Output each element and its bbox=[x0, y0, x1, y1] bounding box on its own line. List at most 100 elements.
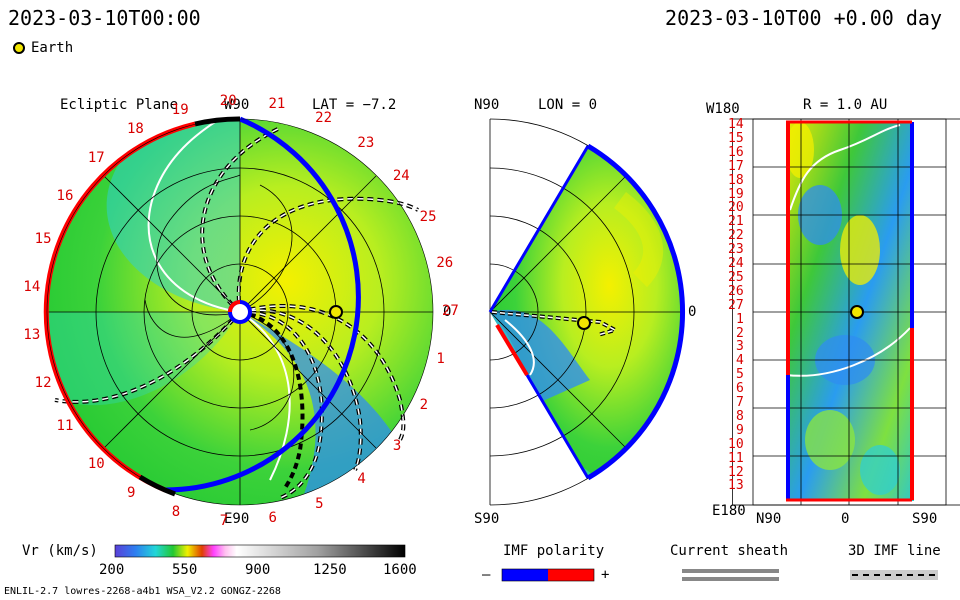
imf-pos-swatch bbox=[548, 569, 594, 581]
earth-view-row-12: 12 bbox=[728, 464, 744, 480]
imf3d-swatch bbox=[850, 570, 938, 580]
ecliptic-longitude-3: 3 bbox=[392, 437, 402, 454]
earth-view-row-16: 16 bbox=[728, 144, 744, 160]
earth-view-row-5: 5 bbox=[736, 367, 744, 383]
meridional-lon-label: LON = 0 bbox=[538, 97, 598, 113]
earth-view-row-10: 10 bbox=[728, 436, 744, 452]
ecliptic-longitude-16: 16 bbox=[56, 187, 74, 204]
colorbar-tick-3: 1250 bbox=[313, 562, 347, 578]
colorbar-tick-0: 200 bbox=[99, 562, 125, 578]
earth-view-row-19: 19 bbox=[728, 186, 744, 202]
ecliptic-longitude-11: 11 bbox=[56, 418, 74, 435]
earth-view-row-3: 3 bbox=[736, 339, 744, 355]
earth-view-panel bbox=[732, 118, 960, 506]
meridional-bottom-label: S90 bbox=[474, 511, 500, 527]
imf3d-label: 3D IMF line bbox=[848, 543, 941, 559]
current-sheath-swatch bbox=[682, 569, 779, 581]
earth-view-row-20: 20 bbox=[728, 200, 744, 216]
earth-view-x-left: N90 bbox=[756, 511, 782, 527]
ecliptic-longitude-26: 26 bbox=[436, 254, 454, 271]
earth-marker-meridional bbox=[577, 316, 591, 330]
polarity-ring-neg bbox=[164, 116, 361, 493]
colorbar-tick-4: 1600 bbox=[383, 562, 417, 578]
ecliptic-longitude-13: 13 bbox=[23, 327, 41, 344]
earth-view-row-27: 27 bbox=[728, 297, 744, 313]
earth-view-row-21: 21 bbox=[728, 214, 744, 230]
current-sheath-label: Current sheath bbox=[670, 543, 789, 559]
ecliptic-longitude-20: 20 bbox=[219, 93, 237, 110]
earth-view-row-26: 26 bbox=[728, 283, 744, 299]
model-footer: ENLIL-2.7 lowres-2268-a4b1 WSA_V2.2 GONG… bbox=[4, 586, 281, 597]
imf-neg-swatch bbox=[502, 569, 548, 581]
meridional-right-label: 0 bbox=[688, 304, 697, 320]
meridional-panel bbox=[488, 118, 685, 506]
earth-view-row-7: 7 bbox=[736, 395, 744, 410]
ecliptic-longitude-6: 6 bbox=[268, 509, 277, 526]
earth-view-top-left: W180 bbox=[706, 101, 740, 117]
ecliptic-longitude-7: 7 bbox=[219, 512, 229, 529]
earth-view-row-22: 22 bbox=[728, 228, 744, 244]
polarity-ring-pos bbox=[43, 121, 196, 493]
meridional-grid bbox=[489, 167, 683, 457]
ecliptic-longitude-18: 18 bbox=[127, 121, 144, 138]
imf-plus: + bbox=[601, 567, 610, 583]
imf-minus: – bbox=[482, 567, 491, 583]
datetime-right: 2023-03-10T00 +0.00 day bbox=[665, 6, 942, 30]
earth-view-row-6: 6 bbox=[736, 381, 744, 397]
ecliptic-longitude-9: 9 bbox=[127, 484, 136, 501]
ecliptic-longitude-14: 14 bbox=[23, 278, 41, 295]
earth-view-row-15: 15 bbox=[728, 130, 744, 146]
ecliptic-lat-label: LAT = −7.2 bbox=[312, 97, 397, 113]
meridional-top-label: N90 bbox=[474, 97, 500, 113]
earth-view-row-4: 4 bbox=[736, 353, 744, 369]
colorbar-label: Vr (km/s) bbox=[22, 543, 98, 559]
ecliptic-longitude-8: 8 bbox=[171, 504, 181, 521]
ecliptic-longitude-22: 22 bbox=[315, 110, 333, 127]
earth-legend-marker bbox=[13, 42, 25, 54]
earth-view-title: R = 1.0 AU bbox=[803, 97, 888, 113]
ecliptic-longitude-21: 21 bbox=[268, 96, 286, 113]
earth-view-x-mid: 0 bbox=[841, 511, 850, 527]
ecliptic-longitude-24: 24 bbox=[392, 168, 410, 184]
earth-view-row-24: 24 bbox=[728, 256, 744, 271]
ecliptic-title: Ecliptic Plane bbox=[60, 97, 179, 113]
earth-view-row-25: 25 bbox=[728, 269, 744, 285]
earth-marker-ecliptic bbox=[329, 305, 343, 319]
earth-view-row-13: 13 bbox=[728, 478, 744, 494]
earth-view-x-right: S90 bbox=[912, 511, 938, 527]
ecliptic-plane-panel bbox=[43, 116, 434, 506]
ecliptic-longitude-1: 1 bbox=[436, 351, 445, 368]
ecliptic-longitude-25: 25 bbox=[419, 208, 437, 225]
earth-view-row-1: 1 bbox=[736, 311, 744, 327]
earth-view-row-11: 11 bbox=[728, 450, 744, 466]
ecliptic-right-label: 0 bbox=[443, 304, 452, 320]
earth-view-row-23: 23 bbox=[728, 242, 744, 258]
ecliptic-longitude-17: 17 bbox=[87, 150, 105, 167]
earth-view-bottom-left: E180 bbox=[712, 503, 746, 519]
ecliptic-longitude-19: 19 bbox=[171, 101, 189, 118]
ecliptic-longitude-2: 2 bbox=[419, 397, 429, 414]
earth-view-row-8: 8 bbox=[736, 408, 744, 424]
colorbar-tick-1: 550 bbox=[172, 562, 198, 578]
earth-view-row-2: 2 bbox=[736, 325, 744, 341]
ecliptic-longitude-10: 10 bbox=[87, 455, 105, 472]
ecliptic-top-label: W90 bbox=[224, 97, 250, 113]
ecliptic-longitude-5: 5 bbox=[315, 495, 324, 512]
ecliptic-longitude-23: 23 bbox=[357, 134, 375, 151]
earth-marker-view bbox=[850, 305, 864, 319]
colorbar-tick-2: 900 bbox=[245, 562, 271, 578]
earth-view-row-18: 18 bbox=[728, 172, 744, 188]
ecliptic-longitude-4: 4 bbox=[357, 471, 366, 488]
earth-legend-label: Earth bbox=[31, 40, 74, 56]
ecliptic-longitude-27: 27 bbox=[442, 303, 459, 319]
earth-view-row-9: 9 bbox=[736, 422, 744, 438]
datetime-left: 2023-03-10T00:00 bbox=[8, 6, 201, 30]
imf-polarity-label: IMF polarity bbox=[503, 543, 605, 559]
earth-view-row-14: 14 bbox=[728, 117, 744, 132]
ecliptic-longitude-12: 12 bbox=[34, 374, 52, 391]
velocity-colorbar bbox=[114, 544, 406, 558]
ecliptic-longitude-15: 15 bbox=[34, 231, 52, 248]
earth-view-row-17: 17 bbox=[728, 158, 744, 174]
ecliptic-bottom-label: E90 bbox=[224, 511, 250, 527]
